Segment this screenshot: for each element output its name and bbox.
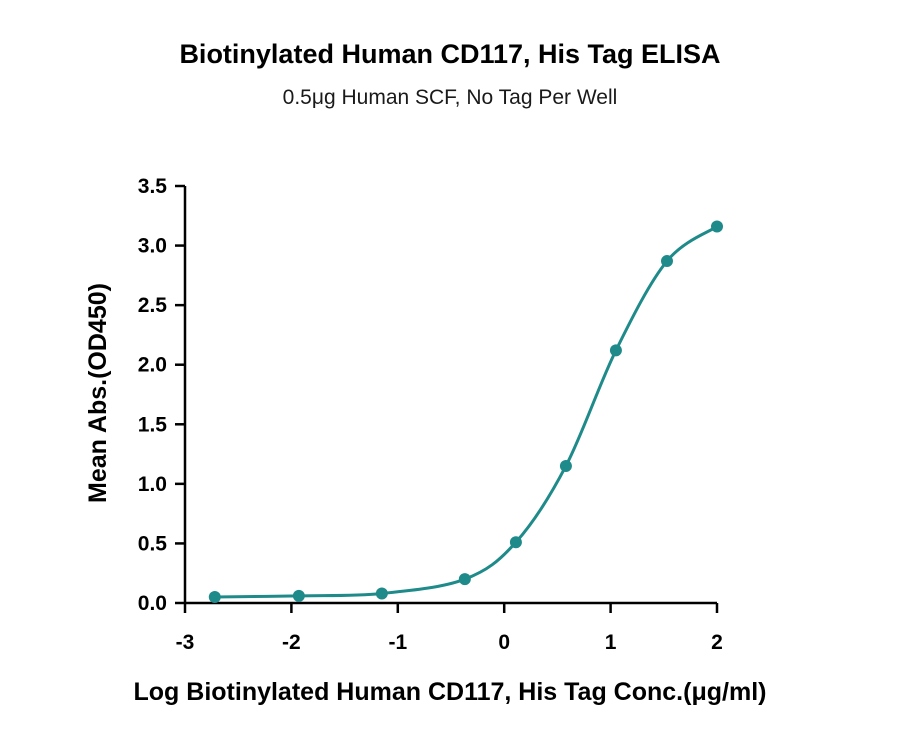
data-point xyxy=(208,591,221,604)
chart-title: Biotinylated Human CD117, His Tag ELISA xyxy=(179,39,720,69)
x-tick-label: 1 xyxy=(605,631,617,654)
x-axis-label: Log Biotinylated Human CD117, His Tag Co… xyxy=(134,678,767,706)
fit-curve-layer xyxy=(213,225,719,599)
x-tick-label: 2 xyxy=(711,631,723,654)
x-tick-label: 0 xyxy=(498,631,510,654)
y-tick-label: 2.0 xyxy=(138,354,167,377)
data-point xyxy=(711,220,723,233)
y-axis-ticks: 0.0 0.5 1.0 1.5 2.0 2.5 3.0 3.5 xyxy=(138,175,185,615)
fit-curve xyxy=(213,225,719,599)
x-tick-label: -1 xyxy=(388,631,407,654)
x-axis-ticks: -3 -2 -1 0 1 2 xyxy=(176,603,723,654)
y-tick-label: 0.0 xyxy=(138,592,167,615)
x-tick-label: -3 xyxy=(176,631,195,654)
y-tick-label: 2.5 xyxy=(138,294,168,317)
chart-subtitle: 0.5μg Human SCF, No Tag Per Well xyxy=(283,86,618,109)
y-tick-label: 3.5 xyxy=(138,175,168,198)
data-point xyxy=(375,587,388,600)
y-tick-label: 3.0 xyxy=(138,235,167,258)
data-point xyxy=(660,255,673,268)
data-points-layer xyxy=(208,220,723,604)
data-point xyxy=(609,344,622,357)
data-point xyxy=(509,536,522,549)
x-tick-label: -2 xyxy=(282,631,301,654)
axes xyxy=(183,186,717,605)
data-point xyxy=(559,459,572,472)
y-tick-label: 1.0 xyxy=(138,473,167,496)
data-point xyxy=(292,589,305,602)
data-point xyxy=(458,573,471,586)
y-tick-label: 0.5 xyxy=(138,532,168,555)
y-axis-label: Mean Abs.(OD450) xyxy=(84,283,112,503)
y-tick-label: 1.5 xyxy=(138,413,168,436)
